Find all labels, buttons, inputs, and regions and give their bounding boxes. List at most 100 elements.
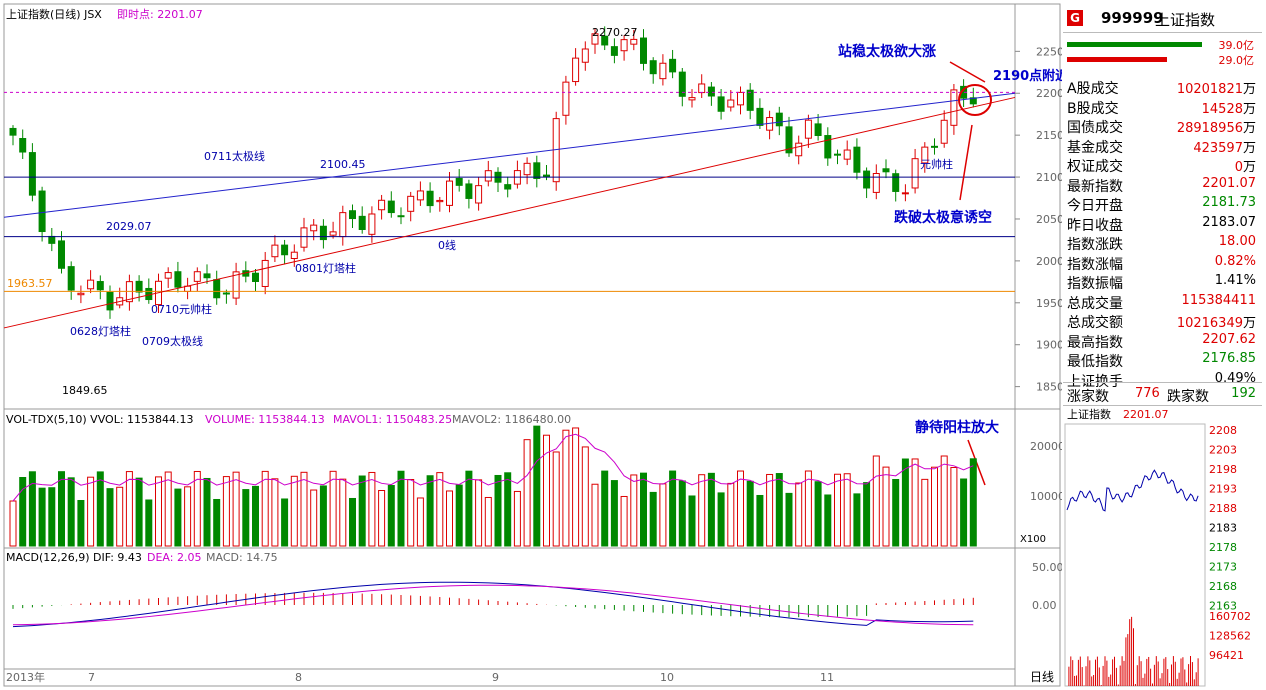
quote-row: 最高指数 2207.62 (1063, 332, 1262, 351)
rise-value: 776 (1135, 386, 1160, 401)
volume-bar (601, 470, 609, 547)
candle-body (446, 180, 453, 206)
volume-bar (28, 471, 36, 547)
quote-row-value: 1.41% (1214, 273, 1256, 288)
volume-bar (659, 483, 667, 547)
candle-body (785, 126, 793, 154)
quote-row-label: 今日开盘 (1067, 198, 1123, 214)
volume-bar (640, 472, 647, 547)
candle-body (38, 190, 46, 233)
candle-body (610, 46, 618, 56)
volume-bar (300, 471, 308, 547)
quote-header: G 999999 上证指数 (1063, 5, 1262, 33)
note-2190: 2190点附近 (993, 68, 1062, 84)
intraday-mini-chart[interactable]: 上证指数 2201.07 2208 2203 2198 2193 2188 2183 2178 2… (1063, 406, 1262, 687)
candle-body (387, 200, 395, 214)
candle-body (882, 168, 890, 173)
quote-row: 基金成交 423597万 (1063, 137, 1262, 156)
volume-bar (581, 446, 589, 547)
volume-bar (775, 473, 783, 547)
candle-body (378, 199, 386, 211)
volume-bar (494, 474, 502, 547)
candle-body (591, 33, 599, 45)
volume-bar (77, 499, 85, 547)
volume-bar (785, 492, 793, 547)
candle-body (756, 107, 764, 126)
mini-tick-label: 2173 (1209, 561, 1237, 574)
quote-row-value: 115384411 (1181, 292, 1256, 308)
volume-bar (591, 483, 599, 547)
taiji-red-line (3, 96, 1016, 329)
candle-body (358, 215, 366, 230)
volume-bar (688, 495, 696, 547)
candle-body (416, 190, 424, 201)
low-label: 1849.65 (62, 384, 108, 397)
volume-bar (281, 498, 289, 547)
mini-tick-label: 2203 (1209, 444, 1237, 457)
label-0711: 0711太极线 (204, 149, 265, 163)
volume-bar (698, 474, 706, 547)
candle-body (775, 112, 783, 127)
candle-body (863, 170, 871, 189)
candle-body (271, 244, 279, 258)
volume-bar (261, 470, 269, 547)
volume-bar (834, 473, 841, 547)
quote-row-value: 14528万 (1201, 101, 1256, 117)
volume-bar (310, 489, 318, 547)
mini-value: 2201.07 (1123, 408, 1169, 421)
volume-bar (465, 470, 473, 547)
mini-tick-label: 2208 (1209, 424, 1237, 437)
quote-row: 总成交量 115384411 (1063, 293, 1262, 312)
volume-bar (649, 491, 657, 547)
quote-row-value: 423597万 (1193, 140, 1256, 156)
vol-mavol1: MAVOL1: 1150483.25 (333, 413, 452, 426)
candle-body (746, 89, 754, 111)
vol-header: VOL-TDX(5,10) VVOL: 1153844.13 (6, 413, 194, 426)
quote-row-value: 0.49% (1214, 370, 1256, 386)
candle-body (630, 38, 638, 45)
candle-body (688, 97, 696, 101)
quote-row-label: 指数振幅 (1067, 276, 1123, 292)
volume-bar (707, 472, 715, 547)
candle-body (601, 35, 609, 46)
quote-row-label: 总成交额 (1067, 315, 1123, 331)
candle-body (581, 48, 589, 63)
volume-bar (562, 429, 570, 547)
candle-body (804, 119, 812, 139)
candles (9, 26, 977, 319)
quote-row-label: 权证成交 (1067, 159, 1123, 175)
taiji-blue-line (3, 92, 1016, 218)
price-tick-label: 2150 (1036, 129, 1062, 142)
volume-bar (87, 476, 95, 547)
volume-bar (193, 470, 201, 547)
mini-tick-label: 2188 (1209, 502, 1237, 515)
candle-body (290, 251, 298, 259)
candle-body (436, 199, 444, 203)
quote-row-value: 28918956万 (1176, 121, 1256, 136)
vol-mavol2: MAVOL2: 1186480.00 (452, 413, 571, 426)
candle-body (620, 39, 628, 52)
quote-row: 指数涨跌 18.00 (1063, 234, 1262, 253)
label-0710: 0710元帅柱 (151, 302, 212, 316)
stock-chart[interactable]: 上证指数(日线) JSX 即时点: 2201.07 2250 2200 2150 2100… (0, 0, 1062, 690)
volume-bar (213, 498, 221, 547)
candle-body (969, 97, 977, 105)
mini-tick-label: 2193 (1209, 483, 1237, 496)
level-2029-label: 2029.07 (106, 220, 152, 233)
volume-bar (290, 475, 298, 547)
volume-bar (872, 455, 880, 547)
quote-row-value: 2207.62 (1202, 331, 1256, 347)
price-tick-label: 2050 (1036, 213, 1062, 226)
macd-dea-line (12, 584, 974, 626)
volume-bar (969, 458, 977, 547)
volume-bar (814, 481, 822, 547)
volume-bar (804, 470, 812, 547)
breadth-row: 涨家数 776 跌家数 192 (1063, 382, 1262, 406)
volume-bar (940, 455, 948, 547)
mini-frame (1064, 423, 1206, 687)
quote-row-label: 基金成交 (1067, 139, 1123, 156)
quote-row: 今日开盘 2181.73 (1063, 195, 1262, 214)
quote-row-label: 国债成交 (1067, 120, 1123, 136)
volume-bar (455, 484, 463, 547)
